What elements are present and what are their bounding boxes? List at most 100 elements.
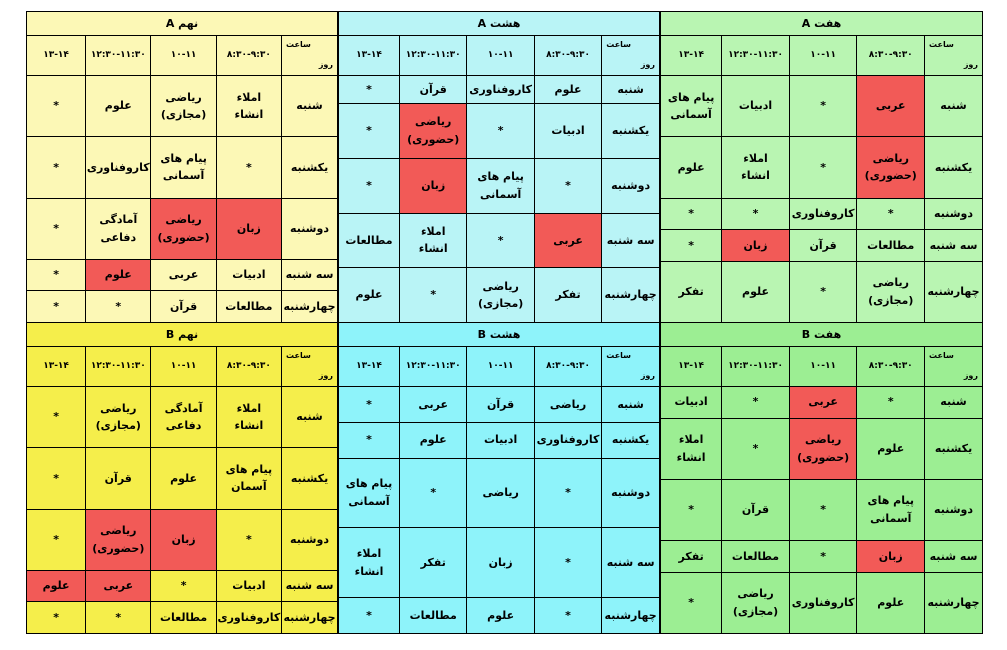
subject-cell: پیام های آسمانی: [337, 457, 401, 529]
empty-slot-star: *: [721, 386, 790, 419]
empty-slot-star: *: [659, 229, 723, 262]
subject-cell: علوم: [533, 74, 603, 105]
day-cell: شنبه: [281, 74, 338, 138]
day-cell: سه شنبه: [924, 540, 983, 573]
subject-cell: علوم: [659, 136, 723, 199]
hour-label: ساعت: [929, 40, 954, 49]
header-corner: ساعت روز: [601, 346, 660, 387]
block-title: نهم A: [26, 11, 338, 36]
schedule-block-haft-b: هفت B ساعت روز ۸:۳۰-۹:۳۰ ۱۰-۱۱ ۱۲:۳۰-۱۱:۳۰ ۱۳-…: [659, 322, 983, 635]
schedule-block-haft-a: هفت A ساعت روز ۸:۳۰-۹:۳۰ ۱۰-۱۱ ۱۲:۳۰-۱۱:۳۰ ۱۳-…: [659, 11, 983, 324]
subject-cell: املاء انشاء: [721, 136, 790, 199]
subject-cell: علوم: [85, 74, 152, 138]
subject-cell: ادبیات: [215, 569, 283, 603]
empty-slot-star: *: [466, 103, 535, 159]
subject-cell: قرآن: [150, 290, 217, 323]
time-slot-header: ۱۲:۳۰-۱۱:۳۰: [85, 346, 152, 387]
time-slot-header: ۱۲:۳۰-۱۱:۳۰: [399, 346, 468, 387]
subject-cell: آمادگی دفاعی: [85, 197, 152, 260]
subject-cell: ریاضی (حضوری): [856, 136, 926, 199]
subject-cell: تفکر: [533, 267, 603, 323]
header-corner: ساعت روز: [281, 35, 338, 76]
schedule-block-hasht-a: هشت A ساعت روز ۸:۳۰-۹:۳۰ ۱۰-۱۱ ۱۲:۳۰-۱۱:۳۰ ۱۳-…: [337, 11, 660, 323]
day-cell: یکشنبه: [601, 103, 660, 159]
subject-cell: املاء انشاء: [399, 212, 468, 269]
subject-cell: کاروفناوری: [85, 136, 152, 199]
subject-cell: علوم: [856, 571, 926, 635]
day-cell: سه شنبه: [924, 229, 983, 262]
day-cell: یکشنبه: [924, 136, 983, 199]
subject-cell: کاروفناوری: [788, 197, 858, 231]
hour-label: ساعت: [286, 351, 311, 360]
block-title: نهم B: [26, 322, 338, 347]
time-slot-header: ۱۰-۱۱: [788, 346, 858, 387]
day-cell: یکشنبه: [281, 447, 338, 510]
empty-slot-star: *: [399, 457, 468, 529]
subject-cell: علوم: [399, 421, 468, 459]
subject-cell: عربی: [788, 386, 858, 419]
day-cell: چهارشنبه: [601, 597, 660, 634]
empty-slot-star: *: [788, 540, 858, 573]
day-cell: چهارشنبه: [281, 290, 338, 323]
subject-cell: املاء انشاء: [337, 527, 401, 599]
hour-label: ساعت: [606, 40, 632, 49]
day-cell: شنبه: [924, 74, 983, 138]
subject-cell: ریاضی (مجازی): [721, 571, 790, 635]
subject-cell: زبان: [150, 508, 217, 571]
time-slot-header: ۱۰-۱۱: [466, 346, 535, 387]
empty-slot-star: *: [659, 478, 723, 542]
day-label: روز: [318, 371, 333, 381]
day-cell: دوشنبه: [281, 197, 338, 260]
day-cell: دوشنبه: [601, 457, 660, 529]
subject-cell: ادبیات: [215, 258, 283, 292]
day-cell: چهارشنبه: [924, 260, 983, 324]
subject-cell: پیام های آسمان: [215, 447, 283, 510]
time-slot-header: ۱۳-۱۴: [25, 346, 87, 387]
empty-slot-star: *: [25, 601, 87, 634]
time-slot-header: ۱۲:۳۰-۱۱:۳۰: [85, 35, 152, 76]
time-slot-header: ۱۰-۱۱: [150, 346, 217, 387]
day-cell: سه شنبه: [601, 212, 660, 269]
empty-slot-star: *: [659, 197, 723, 231]
day-cell: سه شنبه: [281, 569, 338, 603]
time-slot-header: ۸:۳۰-۹:۳۰: [215, 35, 283, 76]
day-cell: دوشنبه: [601, 157, 660, 214]
subject-cell: املاء انشاء: [659, 417, 723, 480]
schedule-block-hasht-b: هشت B ساعت روز ۸:۳۰-۹:۳۰ ۱۰-۱۱ ۱۲:۳۰-۱۱:۳۰ ۱۳-…: [337, 322, 660, 634]
day-cell: یکشنبه: [601, 421, 660, 459]
time-slot-header: ۱۲:۳۰-۱۱:۳۰: [721, 35, 790, 76]
day-label: روز: [640, 60, 655, 70]
hour-label: ساعت: [606, 351, 632, 360]
time-slot-header: ۸:۳۰-۹:۳۰: [856, 35, 926, 76]
empty-slot-star: *: [85, 601, 152, 634]
subject-cell: علوم: [856, 417, 926, 480]
empty-slot-star: *: [337, 157, 401, 214]
day-label: روز: [963, 371, 978, 381]
empty-slot-star: *: [659, 571, 723, 635]
subject-cell: کاروفناوری: [533, 421, 603, 459]
subject-cell: علوم: [85, 258, 152, 292]
time-slot-header: ۱۲:۳۰-۱۱:۳۰: [721, 346, 790, 387]
empty-slot-star: *: [337, 597, 401, 634]
subject-cell: زبان: [399, 157, 468, 214]
empty-slot-star: *: [533, 457, 603, 529]
schedule-block-nohom-a: نهم A ساعت روز ۸:۳۰-۹:۳۰ ۱۰-۱۱ ۱۲:۳۰-۱۱:۳۰ ۱۳-…: [25, 11, 338, 323]
hour-label: ساعت: [929, 351, 954, 360]
subject-cell: ادبیات: [533, 103, 603, 159]
empty-slot-star: *: [788, 136, 858, 199]
subject-cell: پیام های آسمانی: [856, 478, 926, 542]
subject-cell: زبان: [466, 527, 535, 599]
empty-slot-star: *: [533, 157, 603, 214]
empty-slot-star: *: [25, 447, 87, 510]
subject-cell: کاروفناوری: [215, 601, 283, 634]
empty-slot-star: *: [25, 385, 87, 449]
empty-slot-star: *: [150, 569, 217, 603]
empty-slot-star: *: [337, 386, 401, 423]
subject-cell: عربی: [399, 386, 468, 423]
subject-cell: کاروفناوری: [788, 571, 858, 635]
time-slot-header: ۸:۳۰-۹:۳۰: [215, 346, 283, 387]
day-cell: چهارشنبه: [601, 267, 660, 323]
day-cell: شنبه: [924, 386, 983, 419]
day-cell: سه شنبه: [281, 258, 338, 292]
subject-cell: مطالعات: [337, 212, 401, 269]
